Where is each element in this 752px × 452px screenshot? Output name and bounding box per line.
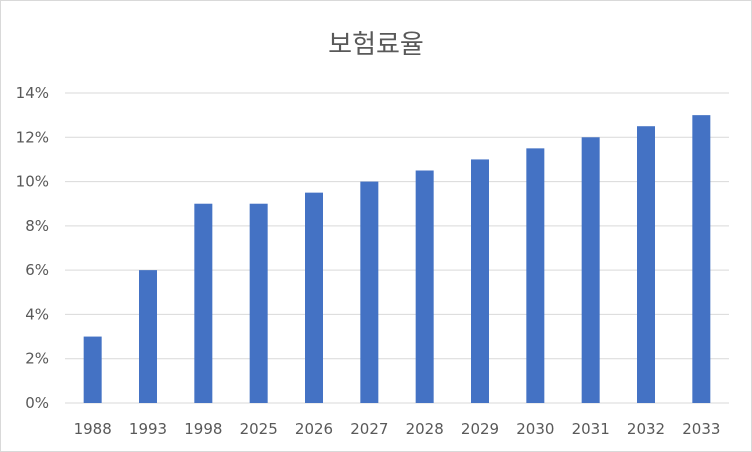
x-tick-label: 2028 xyxy=(406,420,444,438)
bar-2029 xyxy=(471,159,489,403)
bar-1998 xyxy=(194,203,213,403)
x-tick-label: 2029 xyxy=(461,420,499,438)
y-tick-label: 8% xyxy=(25,217,49,235)
x-axis-ticks: 1988 1993 1998 2025 2026 2027 2028 2029 2030 2031… xyxy=(74,420,721,438)
bar-2027 xyxy=(360,181,379,403)
x-tick-label: 1998 xyxy=(184,420,222,438)
bar-2028 xyxy=(415,170,434,403)
x-tick-label: 1993 xyxy=(129,420,167,438)
y-axis-ticks: 0% 2% 4% 6% 8% 10% 12% 14% xyxy=(16,84,49,412)
y-tick-label: 0% xyxy=(25,394,49,412)
x-tick-label: 2032 xyxy=(627,420,665,438)
bar-2031 xyxy=(581,137,600,404)
bar-2030 xyxy=(526,148,545,403)
x-tick-label: 2025 xyxy=(240,420,278,438)
chart-title: 보험료율 xyxy=(328,30,424,60)
y-tick-label: 10% xyxy=(16,173,49,191)
y-tick-label: 2% xyxy=(25,350,49,368)
bar-2025 xyxy=(249,203,268,403)
x-tick-label: 2030 xyxy=(516,420,554,438)
bar-1993 xyxy=(139,270,157,403)
y-tick-label: 12% xyxy=(16,128,49,146)
y-tick-label: 4% xyxy=(25,305,49,323)
gridlines xyxy=(65,92,729,404)
bar-2033 xyxy=(692,115,711,404)
bars xyxy=(83,115,711,404)
y-tick-label: 6% xyxy=(25,261,49,279)
bar-2026 xyxy=(305,192,323,403)
x-tick-label: 1988 xyxy=(74,420,112,438)
y-tick-label: 14% xyxy=(16,84,49,102)
x-tick-label: 2031 xyxy=(572,420,610,438)
x-tick-label: 2027 xyxy=(350,420,388,438)
x-tick-label: 2033 xyxy=(682,420,720,438)
bar-1988 xyxy=(83,336,102,403)
bar-2032 xyxy=(637,126,655,403)
x-tick-label: 2026 xyxy=(295,420,333,438)
